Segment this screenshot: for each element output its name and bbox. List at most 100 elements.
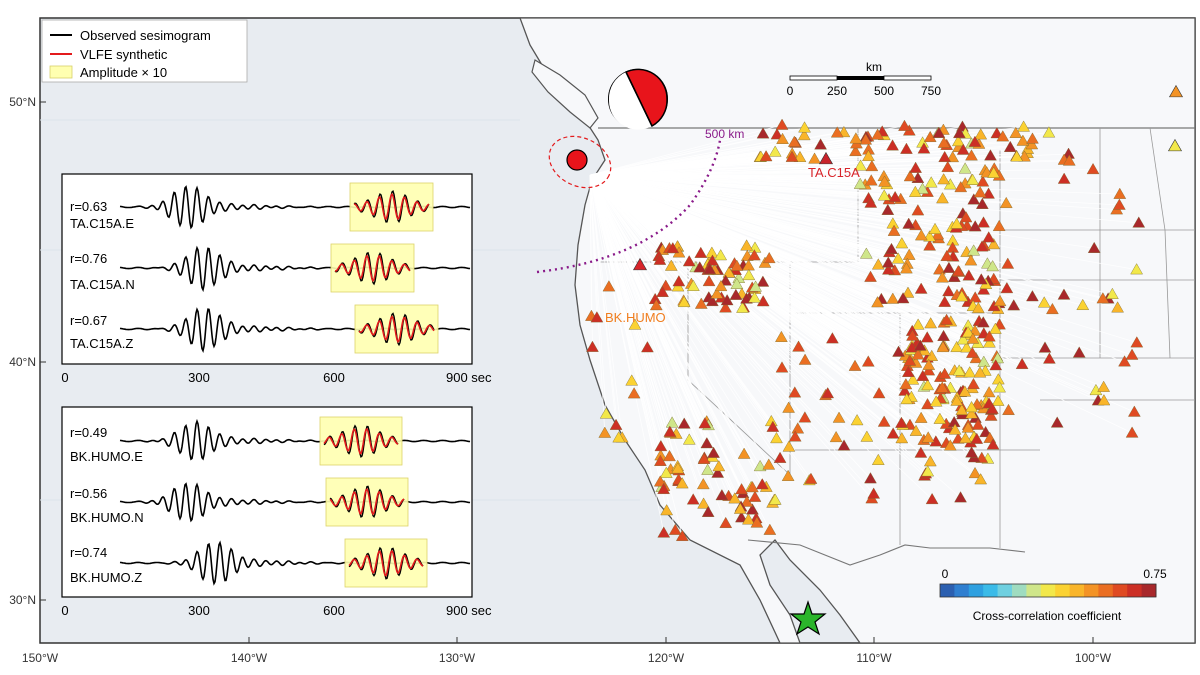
trace-name: TA.C15A.Z — [70, 336, 133, 351]
station-marker — [982, 386, 996, 398]
station-marker — [657, 482, 670, 494]
station-marker — [920, 331, 934, 343]
station-marker — [1009, 126, 1023, 138]
station-marker — [1017, 120, 1030, 132]
station-marker — [864, 196, 878, 208]
scale-tick-250: 250 — [827, 84, 847, 98]
seismogram-panel-c15a: r=0.63 TA.C15A.E r=0.76 TA.C15A.N r=0.67… — [61, 173, 492, 385]
station-marker — [881, 256, 895, 268]
colorbar-swatch — [1040, 584, 1056, 597]
station-marker — [729, 288, 743, 300]
station-marker — [937, 173, 951, 185]
station-marker — [955, 403, 969, 415]
station-marker — [896, 292, 910, 304]
station-marker — [871, 128, 884, 140]
station-marker — [941, 160, 955, 173]
station-marker — [1007, 299, 1021, 311]
station-marker — [1026, 132, 1039, 144]
station-marker — [1167, 138, 1183, 152]
station-marker — [921, 379, 934, 391]
legend-observed-label: Observed sesimogram — [80, 28, 211, 43]
station-marker — [936, 192, 949, 204]
station-marker — [586, 340, 599, 352]
station-marker — [886, 139, 899, 151]
station-marker — [871, 296, 884, 308]
station-marker — [914, 282, 928, 294]
station-marker — [746, 503, 759, 515]
station-marker — [719, 274, 732, 286]
lon-tick: 140°W — [231, 651, 268, 665]
station-marker — [773, 451, 787, 463]
trace-name: TA.C15A.N — [70, 277, 135, 292]
lat-axis: 50°N 40°N 30°N — [9, 95, 36, 607]
observed-trace — [119, 418, 471, 461]
station-marker — [895, 416, 908, 428]
station-marker — [901, 365, 915, 377]
station-marker — [710, 287, 724, 299]
station-marker — [999, 196, 1013, 208]
station-marker — [798, 353, 812, 365]
station-marker — [970, 432, 984, 444]
station-marker — [956, 333, 970, 345]
station-marker — [821, 387, 835, 399]
station-marker — [798, 121, 811, 133]
station-marker — [814, 138, 827, 150]
star-marker-icon — [789, 600, 827, 636]
station-marker — [1086, 162, 1100, 175]
station-marker — [826, 332, 839, 344]
station-marker — [938, 295, 952, 307]
station-marker — [898, 119, 911, 131]
station-marker — [865, 159, 879, 172]
station-marker — [612, 431, 626, 443]
station-marker — [955, 290, 969, 302]
station-marker — [922, 364, 936, 376]
station-marker — [977, 355, 991, 367]
station-marker — [1025, 138, 1039, 150]
station-marker — [1043, 352, 1056, 364]
station-marker — [1113, 187, 1127, 199]
station-marker — [882, 263, 895, 275]
border-mexico — [747, 539, 1026, 566]
station-marker — [719, 301, 732, 313]
station-marker — [929, 395, 943, 407]
station-marker — [768, 493, 782, 505]
colorbar-min-label: 0 — [942, 567, 949, 581]
station-marker — [942, 261, 956, 273]
station-marker — [775, 330, 788, 342]
x-tick: 0 — [61, 370, 68, 385]
station-marker — [682, 255, 696, 267]
station-marker — [625, 374, 639, 386]
station-marker — [853, 177, 867, 189]
x-tick: 900 sec — [446, 603, 492, 618]
station-marker — [714, 249, 728, 261]
station-marker — [705, 294, 719, 307]
station-marker — [750, 516, 764, 528]
x-tick: 300 — [188, 370, 210, 385]
station-marker — [901, 286, 915, 298]
station-marker — [950, 217, 964, 229]
station-marker — [916, 182, 929, 194]
station-marker — [763, 523, 777, 535]
station-marker — [730, 277, 744, 289]
trace-r: r=0.49 — [70, 425, 107, 440]
station-marker — [965, 401, 978, 413]
station-marker — [966, 332, 980, 344]
station-marker — [1016, 134, 1030, 146]
station-marker — [914, 411, 928, 423]
station-marker — [911, 348, 925, 360]
station-marker — [973, 366, 987, 378]
station-marker — [965, 446, 978, 458]
colorbar-swatch — [1127, 584, 1143, 597]
lat-tick: 30°N — [9, 593, 36, 607]
station-marker — [953, 126, 966, 139]
station-marker — [1026, 290, 1039, 302]
station-marker — [788, 386, 802, 398]
colorbar-swatch — [1098, 584, 1114, 597]
station-marker — [987, 238, 1001, 250]
station-marker — [703, 263, 717, 275]
station-marker — [1125, 348, 1139, 360]
station-marker — [672, 275, 686, 287]
scale-tick-500: 500 — [874, 84, 894, 98]
event-uncertainty-ellipse — [548, 135, 612, 189]
station-marker — [921, 431, 935, 443]
